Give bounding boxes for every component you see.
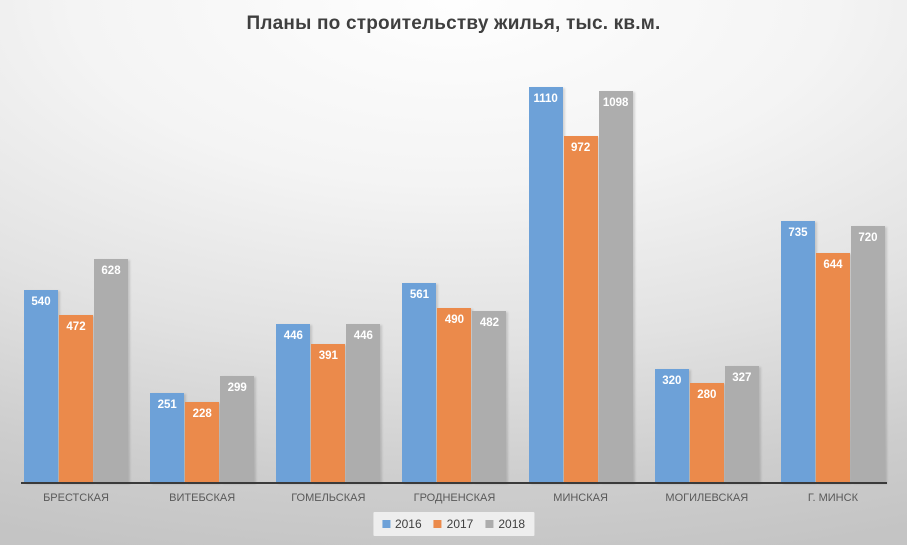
legend-swatch-icon	[381, 520, 390, 528]
data-label: 299	[227, 382, 247, 395]
bar-2016: 735	[780, 220, 815, 483]
data-label: 540	[31, 296, 51, 309]
bar-2017: 472	[59, 314, 93, 483]
data-label: 228	[192, 407, 212, 420]
data-label: 720	[858, 232, 878, 245]
bar-2017: 972	[563, 136, 598, 483]
bar-2017: 644	[815, 253, 850, 483]
data-label: 735	[788, 226, 808, 239]
category-label: ГОМЕЛЬСКАЯ	[291, 492, 366, 504]
legend-label: 2016	[394, 517, 422, 531]
legend: 2016 2017 2018	[372, 512, 535, 536]
data-label: 628	[101, 264, 121, 277]
bar-2018: 1098	[598, 91, 633, 483]
data-label: 446	[283, 329, 303, 342]
category-label: МОГИЛЕВСКАЯ	[665, 492, 749, 504]
chart-title: Планы по строительству жилья, тыс. кв.м.	[246, 13, 661, 34]
bar-2018: 482	[472, 311, 507, 483]
bar-2018: 446	[346, 323, 381, 483]
bar-2018: 299	[220, 376, 255, 483]
data-label: 561	[409, 288, 430, 301]
data-label: 972	[571, 142, 591, 155]
data-label: 472	[66, 320, 86, 333]
legend-item-2018: 2018	[485, 517, 525, 531]
category-group: 561 490 482 ГРОДНЕНСКАЯ	[402, 43, 507, 504]
bar-2016: 561	[402, 282, 437, 483]
data-label: 490	[444, 314, 465, 327]
bar-2018: 628	[94, 258, 128, 483]
category-label: ГРОДНЕНСКАЯ	[413, 492, 496, 504]
data-label: 1110	[533, 92, 558, 105]
data-label: 280	[697, 389, 717, 402]
bar-2016: 251	[150, 393, 185, 483]
category-group: 446 391 446 ГОМЕЛЬСКАЯ	[276, 43, 381, 504]
data-label: 327	[732, 372, 752, 385]
data-label: 446	[353, 329, 373, 342]
category-label: МИНСКАЯ	[553, 492, 608, 504]
legend-label: 2018	[498, 517, 526, 531]
bar-2017: 490	[437, 308, 472, 483]
legend-label: 2017	[446, 517, 474, 531]
bar-2017: 391	[311, 343, 346, 483]
data-label: 644	[823, 259, 843, 272]
category-group: 1110 972 1098 МИНСКАЯ	[528, 43, 633, 504]
bar-2016: 320	[654, 368, 689, 483]
legend-swatch-icon	[485, 520, 494, 528]
plot-area: 540 472 628 БРЕСТСКАЯ 251 228 299 ВИТЕБСКАЯ 446 3…	[21, 43, 887, 504]
bar-2017: 228	[185, 401, 220, 483]
x-axis-line	[21, 482, 887, 484]
category-label: БРЕСТСКАЯ	[43, 492, 109, 504]
data-label: 482	[479, 317, 500, 329]
category-group: 320 280 327 МОГИЛЕВСКАЯ	[654, 43, 759, 504]
data-label: 1098	[602, 97, 629, 110]
bar-2016: 1110	[528, 86, 563, 483]
bar-2017: 280	[689, 383, 724, 483]
bar-2016: 540	[24, 290, 58, 483]
legend-item-2016: 2016	[381, 517, 422, 531]
data-label: 251	[157, 399, 177, 412]
data-label: 391	[318, 349, 338, 362]
category-group: 540 472 628 БРЕСТСКАЯ	[24, 43, 128, 504]
bar-2018: 720	[850, 226, 885, 483]
legend-item-2017: 2017	[433, 517, 474, 531]
bar-2016: 446	[276, 323, 311, 483]
legend-swatch-icon	[433, 520, 442, 528]
category-group: 735 644 720 Г. МИНСК	[780, 43, 885, 504]
category-label: Г. МИНСК	[807, 492, 858, 504]
category-group: 251 228 299 ВИТЕБСКАЯ	[150, 43, 255, 504]
category-label: ВИТЕБСКАЯ	[169, 492, 236, 504]
bar-2018: 327	[724, 366, 759, 483]
data-label: 320	[662, 374, 682, 387]
